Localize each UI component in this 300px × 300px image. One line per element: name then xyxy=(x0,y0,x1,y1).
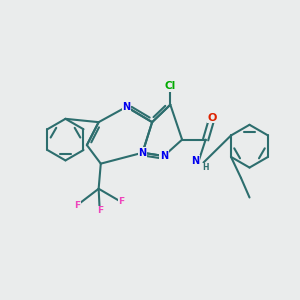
Text: F: F xyxy=(118,197,124,206)
Text: F: F xyxy=(97,206,103,215)
Text: N: N xyxy=(138,148,147,158)
Text: N: N xyxy=(191,156,199,166)
Text: O: O xyxy=(207,113,217,123)
Text: F: F xyxy=(74,201,80,210)
Text: H: H xyxy=(202,164,209,172)
Text: N: N xyxy=(122,102,130,112)
Text: Cl: Cl xyxy=(165,81,176,91)
Text: N: N xyxy=(160,151,168,161)
